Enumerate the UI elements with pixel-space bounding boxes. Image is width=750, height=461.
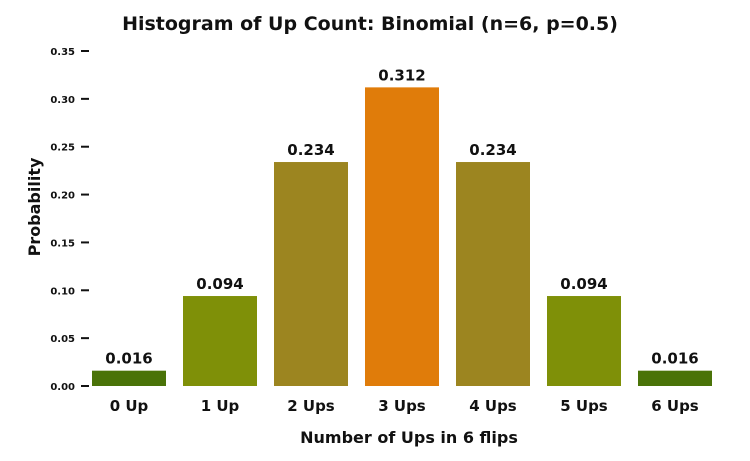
bar: [547, 296, 621, 386]
bar: [365, 87, 439, 386]
y-tick-label: 0.00: [50, 382, 75, 393]
y-axis: 0.00 0.05 0.10 0.15 0.20 0.25 0.30 0.35: [50, 47, 89, 393]
y-tick-label: 0.05: [50, 334, 75, 345]
data-label: 0.094: [196, 275, 243, 293]
x-tick-label: 0 Up: [110, 397, 149, 415]
y-tick-label: 0.30: [50, 95, 75, 106]
data-label: 0.312: [378, 66, 425, 84]
y-tick-label: 0.20: [50, 191, 75, 202]
bar: [456, 162, 530, 386]
x-axis-ticks: 0 Up 1 Up 2 Ups 3 Ups 4 Ups 5 Ups 6 Ups: [110, 397, 699, 415]
x-tick-label: 3 Ups: [378, 397, 426, 415]
y-tick-label: 0.25: [50, 143, 75, 154]
bar: [183, 296, 257, 386]
data-label: 0.094: [560, 275, 607, 293]
data-label: 0.016: [651, 350, 698, 368]
data-label: 0.016: [105, 350, 152, 368]
y-tick-label: 0.15: [50, 238, 75, 249]
y-tick-label: 0.10: [50, 286, 75, 297]
x-tick-label: 4 Ups: [469, 397, 517, 415]
x-tick-label: 2 Ups: [287, 397, 335, 415]
x-axis-label: Number of Ups in 6 flips: [300, 428, 518, 447]
data-labels: 0.016 0.094 0.234 0.312 0.234 0.094 0.016: [105, 66, 698, 367]
y-tick-label: 0.35: [50, 47, 75, 58]
bars: [92, 87, 712, 386]
data-label: 0.234: [287, 141, 334, 159]
x-tick-label: 5 Ups: [560, 397, 608, 415]
bar: [638, 370, 712, 386]
chart-title: Histogram of Up Count: Binomial (n=6, p=…: [122, 13, 618, 35]
bar: [92, 370, 166, 386]
x-tick-label: 6 Ups: [651, 397, 699, 415]
bar: [274, 162, 348, 386]
y-axis-label: Probability: [25, 157, 44, 256]
x-tick-label: 1 Up: [201, 397, 240, 415]
data-label: 0.234: [469, 141, 516, 159]
